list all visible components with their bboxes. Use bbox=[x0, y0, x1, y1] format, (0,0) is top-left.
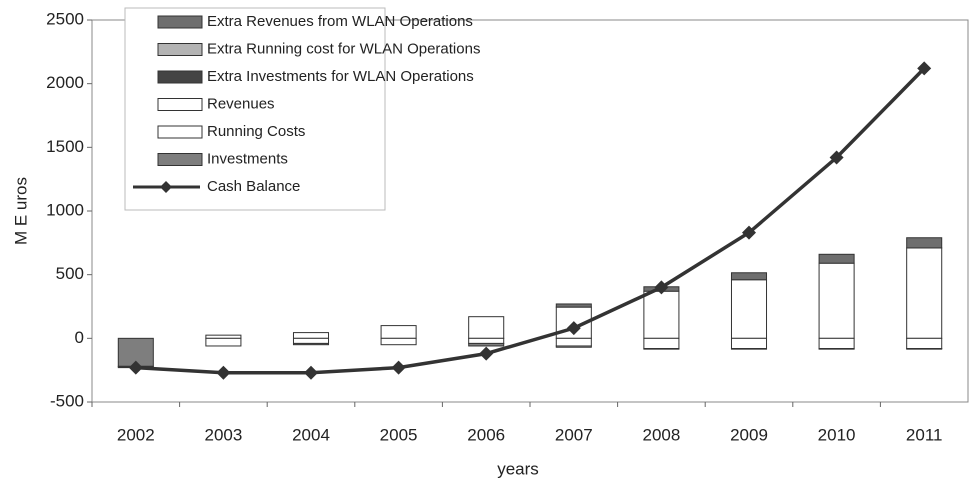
x-tick-label: 2009 bbox=[730, 425, 768, 444]
x-tick-label: 2004 bbox=[292, 425, 330, 444]
legend-swatch bbox=[157, 125, 203, 139]
line-marker bbox=[216, 365, 231, 380]
bar bbox=[555, 345, 592, 348]
legend-swatch bbox=[157, 98, 203, 111]
line-marker bbox=[304, 365, 318, 380]
legend-marker bbox=[160, 181, 172, 193]
line-marker bbox=[391, 360, 406, 375]
y-tick-label: -500 bbox=[50, 391, 84, 410]
bar bbox=[643, 290, 680, 339]
bar bbox=[730, 279, 768, 339]
legend-label: Investments bbox=[207, 150, 288, 167]
y-tick-label: 2500 bbox=[46, 9, 84, 28]
x-tick-label: 2010 bbox=[818, 425, 856, 444]
line-marker bbox=[566, 321, 581, 336]
x-tick-label: 2007 bbox=[555, 425, 593, 444]
legend-swatch bbox=[157, 15, 203, 29]
bar bbox=[643, 348, 680, 350]
cash-line bbox=[135, 67, 926, 375]
x-tick-label: 2006 bbox=[467, 425, 505, 444]
y-tick-label: 1500 bbox=[46, 137, 84, 156]
legend-swatch bbox=[157, 153, 203, 166]
bar bbox=[906, 337, 943, 350]
line-marker bbox=[829, 150, 844, 165]
x-axis-title: years bbox=[497, 459, 539, 478]
bar bbox=[818, 348, 855, 350]
legend-label: Extra Running cost for WLAN Operations bbox=[207, 40, 480, 57]
bar bbox=[468, 316, 505, 339]
bar bbox=[730, 337, 768, 350]
bar bbox=[906, 348, 943, 350]
bar bbox=[818, 337, 855, 350]
y-tick-label: 500 bbox=[56, 264, 84, 283]
legend-label: Running Costs bbox=[207, 123, 305, 140]
x-tick-label: 2005 bbox=[380, 425, 418, 444]
bar bbox=[818, 253, 855, 264]
legend-swatch bbox=[157, 70, 203, 84]
legend-label: Extra Investments for WLAN Operations bbox=[207, 68, 474, 85]
legend-swatch bbox=[157, 43, 203, 56]
y-tick-label: 1000 bbox=[46, 200, 84, 219]
bar bbox=[292, 337, 330, 344]
legend-label: Cash Balance bbox=[207, 178, 300, 195]
bar bbox=[555, 337, 592, 347]
bar bbox=[818, 262, 855, 339]
bar bbox=[292, 332, 330, 339]
bar bbox=[906, 237, 943, 249]
y-tick-label: 0 bbox=[75, 328, 84, 347]
bar bbox=[730, 272, 768, 281]
x-tick-label: 2002 bbox=[117, 425, 155, 444]
line-marker bbox=[654, 280, 669, 295]
bar bbox=[205, 337, 242, 347]
line-marker bbox=[479, 346, 494, 361]
y-axis-title: M E uros bbox=[11, 177, 30, 245]
bar bbox=[468, 337, 505, 344]
bar bbox=[292, 342, 330, 346]
line-marker bbox=[917, 61, 932, 76]
bar bbox=[555, 303, 592, 308]
y-tick-label: 2000 bbox=[46, 73, 84, 92]
bar bbox=[380, 337, 417, 346]
bar bbox=[643, 337, 680, 350]
legend-label: Extra Revenues from WLAN Operations bbox=[207, 13, 473, 30]
bar bbox=[906, 247, 943, 339]
line-marker bbox=[742, 225, 756, 240]
bar bbox=[380, 325, 417, 339]
x-tick-label: 2008 bbox=[642, 425, 680, 444]
line-marker bbox=[128, 360, 143, 375]
bar bbox=[468, 342, 505, 347]
x-tick-label: 2011 bbox=[906, 425, 943, 444]
legend-label: Revenues bbox=[207, 95, 275, 112]
x-tick-label: 2003 bbox=[204, 425, 242, 444]
bar bbox=[730, 348, 768, 350]
